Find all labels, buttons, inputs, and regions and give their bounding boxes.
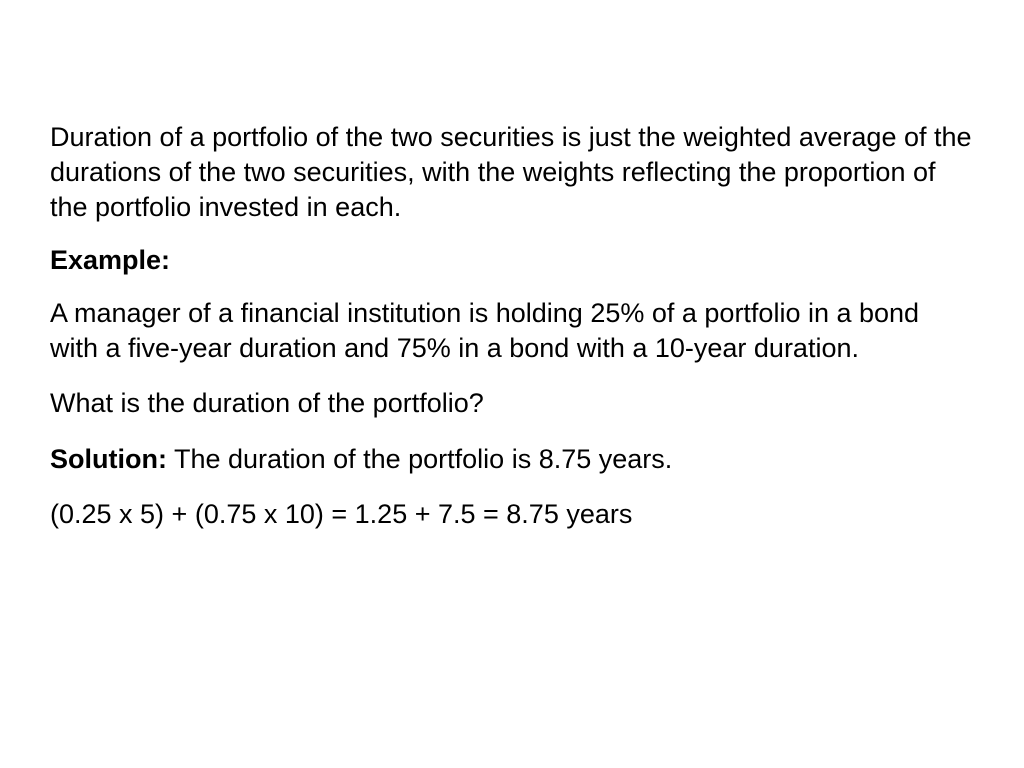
solution-line: Solution: The duration of the portfolio … (50, 442, 974, 477)
solution-text: The duration of the portfolio is 8.75 ye… (167, 444, 672, 474)
equation-text: (0.25 x 5) + (0.75 x 10) = 1.25 + 7.5 = … (50, 497, 974, 532)
solution-label: Solution: (50, 444, 167, 474)
example-label: Example: (50, 245, 974, 276)
example-body: A manager of a financial institution is … (50, 296, 974, 366)
question-text: What is the duration of the portfolio? (50, 386, 974, 421)
intro-paragraph: Duration of a portfolio of the two secur… (50, 120, 974, 225)
